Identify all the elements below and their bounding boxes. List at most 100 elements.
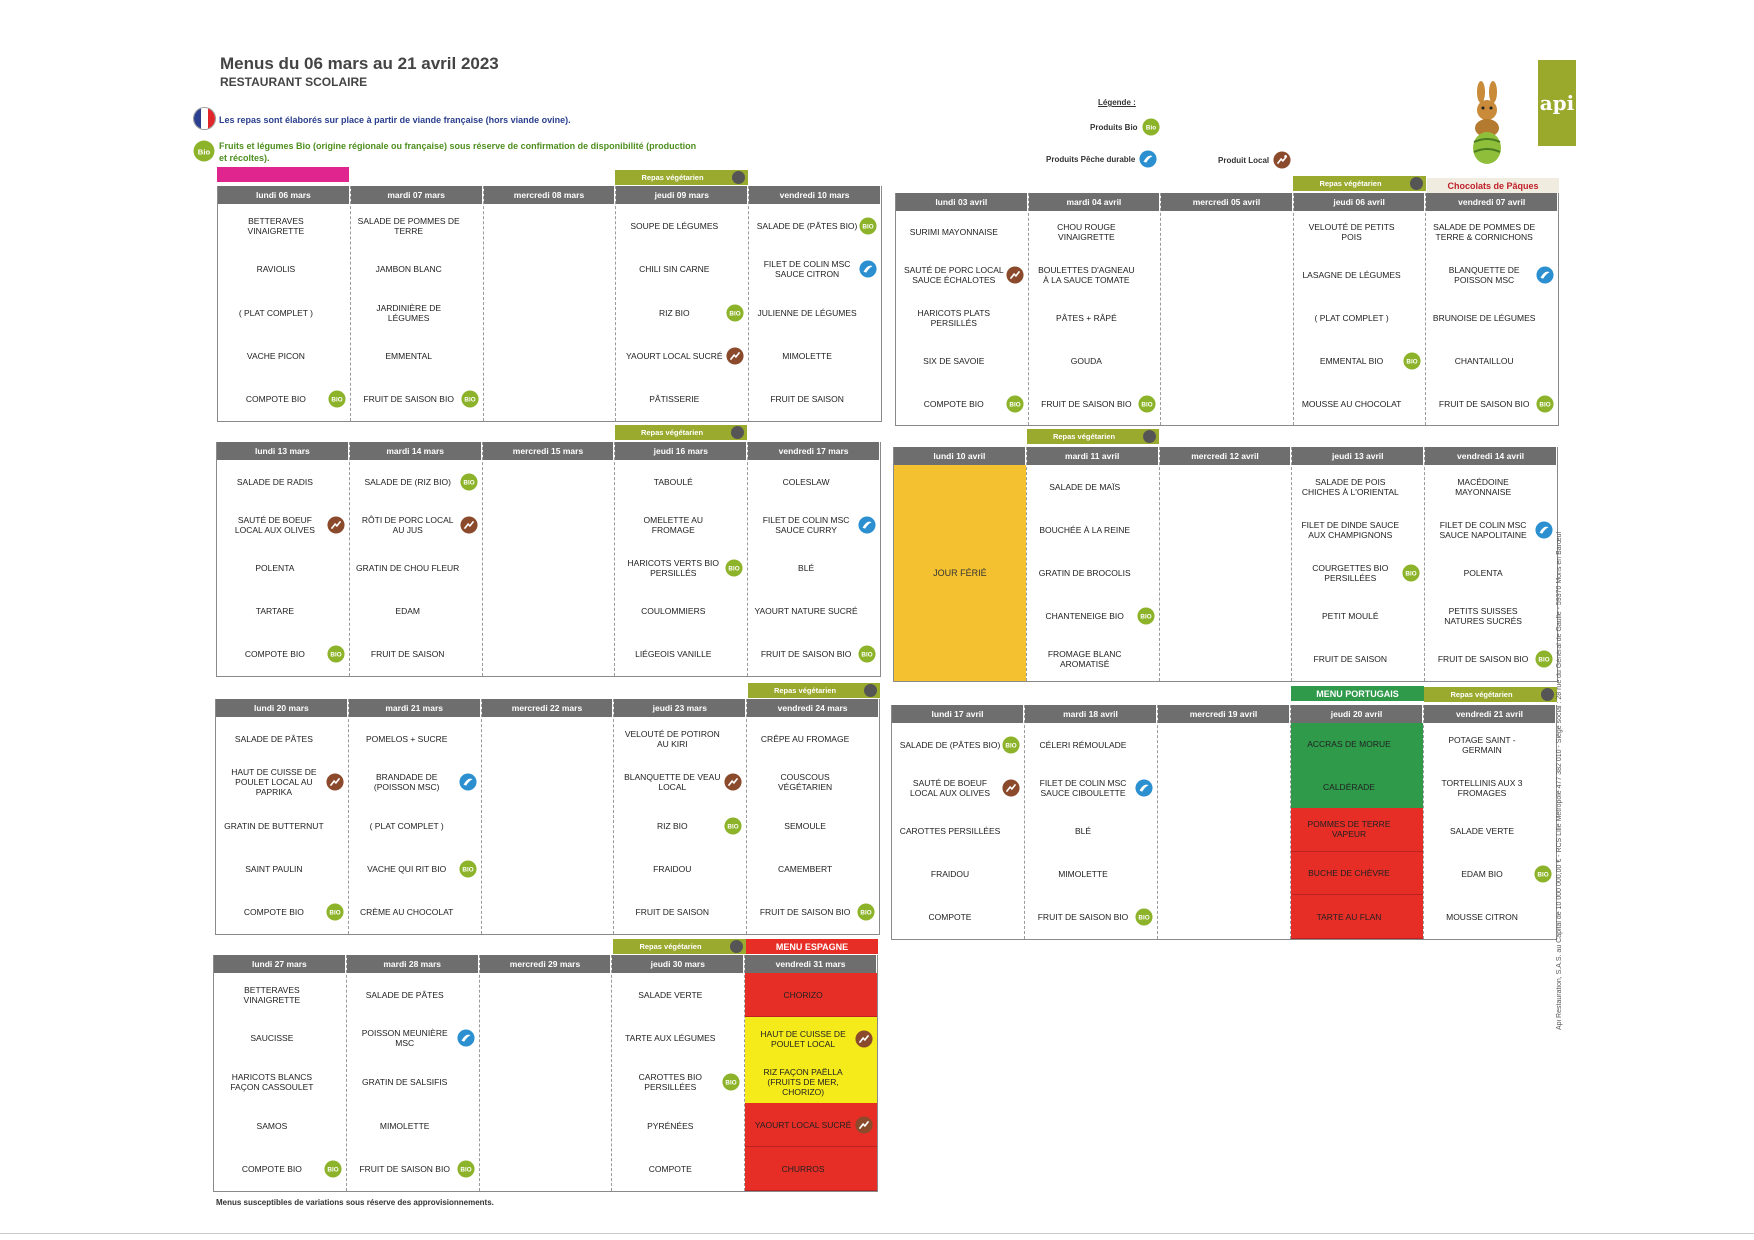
day-column: mercredi 22 mars <box>481 699 615 934</box>
holiday-cell: JOUR FÉRIÉ <box>894 465 1026 681</box>
day-column: mardi 28 mars SALADE DE PÂTES POISSON MEUN… <box>346 955 480 1191</box>
menu-item: FILET DE DINDE SAUCE AUX CHAMPIGNONS <box>1292 508 1424 551</box>
menu-item-label: HARICOTS PLATS PERSILLÉS <box>917 307 991 328</box>
day-menu: JOUR FÉRIÉ <box>894 465 1026 681</box>
menu-item: FRUIT DE SAISON BIO Bio <box>748 633 880 676</box>
bio-icon: Bio <box>459 860 477 878</box>
menu-item-label: CRÊPE AU FROMAGE <box>760 733 850 744</box>
menu-item: CHORIZO <box>745 973 877 1017</box>
menu-item: SAINT PAULIN <box>216 847 348 890</box>
day-menu: COLESLAW FILET DE COLIN MSC SAUCE CURRY BL… <box>748 460 880 676</box>
menu-item-label: GRATIN DE SALSIFIS <box>362 1076 448 1087</box>
menu-item-label: TARTE AU FLAN <box>1316 911 1382 922</box>
menu-item-label: ( PLAT COMPLET ) <box>238 307 313 318</box>
legend-local: Produit Local <box>1218 151 1291 169</box>
svg-text:Bio: Bio <box>1138 915 1149 922</box>
menu-item-label: FRUIT DE SAISON BIO <box>759 907 851 918</box>
menu-item: ( PLAT COMPLET ) <box>1294 297 1426 340</box>
day-menu: POMELOS + SUCRE BRANDADE DE (POISSON MSC)… <box>349 717 481 934</box>
day-menu: CRÊPE AU FROMAGE COUSCOUS VÉGÉTARIEN SEMOU… <box>747 717 879 934</box>
local-icon <box>855 1029 873 1048</box>
menu-item-label: EDAM BIO <box>1461 869 1503 880</box>
menu-item-label: PÂTISSERIE <box>649 394 700 405</box>
menu-item: HARICOTS BLANCS FAÇON CASSOULET <box>214 1060 346 1104</box>
menu-item-label: BUCHE DE CHÈVRE <box>1308 868 1390 879</box>
menu-item-label: FRUIT DE SAISON BIO <box>1437 654 1529 665</box>
menu-item-label: VELOUTÉ DE POTIRON AU KIRI <box>624 728 720 749</box>
filter-icon <box>732 171 745 184</box>
week-grid: lundi 13 mars SALADE DE RADIS SAUTÉ DE BOE… <box>216 442 881 677</box>
menu-item: COUSCOUS VÉGÉTARIEN <box>747 760 879 803</box>
menu-item-label: BLANQUETTE DE POISSON MSC <box>1448 265 1520 286</box>
day-header: vendredi 10 mars <box>749 186 881 204</box>
day-header: mercredi 29 mars <box>479 955 612 973</box>
bio-icon: Bio <box>724 816 742 835</box>
local-icon <box>1273 151 1291 169</box>
week-grid: lundi 03 avril SURIMI MAYONNAISE SAUTÉ DE … <box>895 193 1559 426</box>
bio-icon: Bio <box>1006 395 1024 413</box>
menu-item-label: COMPOTE <box>648 1164 692 1175</box>
menu-item-label: CHOU ROUGE VINAIGRETTE <box>1057 222 1116 243</box>
menu-item-label: POMMES DE TERRE VAPEUR <box>1307 819 1391 840</box>
menu-item-label: EMMENTAL <box>385 350 432 361</box>
day-column: vendredi 24 mars CRÊPE AU FROMAGE COUSCOUS… <box>747 699 879 934</box>
bio-icon: Bio <box>324 1160 342 1178</box>
menu-item: FRUIT DE SAISON <box>1292 638 1424 681</box>
menu-item-label: CHANTENEIGE BIO <box>1045 611 1124 622</box>
menu-item: VACHE QUI RIT BIO Bio <box>349 847 481 890</box>
menu-item-label: CHILI SIN CARNE <box>639 264 710 275</box>
menu-item-label: TORTELLINIS AUX 3 FROMAGES <box>1441 777 1523 798</box>
menu-item-label: FILET DE COLIN MSC SAUCE CITRON <box>763 259 851 280</box>
menu-item: CHOU ROUGE VINAIGRETTE <box>1029 211 1161 254</box>
menu-item: CALDÉRADE <box>1291 765 1423 809</box>
menu-item: SEMOULE <box>747 804 879 847</box>
legend-bio: Produits Bio Bio <box>1090 118 1160 136</box>
label-vegetarien: Repas végétarien <box>1424 687 1557 702</box>
local-icon <box>1002 779 1020 797</box>
day-column: vendredi 17 mars COLESLAW FILET DE COLIN M… <box>748 442 880 676</box>
day-column: jeudi 30 mars SALADE VERTE TARTE AUX LÉGUM… <box>612 955 746 1191</box>
label-vegetarien-text: Repas végétarien <box>773 686 837 695</box>
menu-item: GRATIN DE BUTTERNUT <box>216 804 348 847</box>
menu-item-label: FRUIT DE SAISON BIO <box>359 1164 450 1175</box>
menu-item-label: LIÉGEOIS VANILLE <box>635 649 712 660</box>
day-header: vendredi 17 mars <box>748 442 880 460</box>
menu-item: CHANTAILLOU <box>1426 339 1558 382</box>
menu-item-label: YAOURT NATURE SUCRÉ <box>754 606 858 617</box>
menu-item-label: FRAIDOU <box>653 863 692 874</box>
menu-item: PÂTISSERIE <box>616 378 748 421</box>
bio-icon: Bio <box>1138 395 1156 413</box>
menu-item-label: RÔTI DE PORC LOCAL AU JUS <box>361 514 454 535</box>
menu-item: SALADE DE (PÂTES BIO) Bio <box>749 204 881 247</box>
day-header: mardi 21 mars <box>348 699 481 717</box>
day-column: vendredi 14 avril MACÉDOINE MAYONNAISE FIL… <box>1425 447 1557 681</box>
day-column: jeudi 13 avril SALADE DE POIS CHICHES À L… <box>1292 447 1426 681</box>
day-column: mercredi 19 avril <box>1158 705 1291 939</box>
menu-item: POMMES DE TERRE VAPEUR <box>1291 808 1423 852</box>
menu-item-label: POLENTA <box>1463 568 1503 578</box>
menu-item: COULOMMIERS <box>615 590 747 633</box>
label-vegetarien: Repas végétarien <box>615 425 747 440</box>
menu-item-label: BLANQUETTE DE VEAU LOCAL <box>624 772 721 793</box>
menu-item: BUCHE DE CHÈVRE <box>1291 851 1423 896</box>
menu-item: BETTERAVES VINAIGRETTE <box>214 973 346 1017</box>
menu-item: TABOULÉ <box>615 460 747 503</box>
menu-item: SAMOS <box>214 1104 346 1148</box>
bio-icon: Bio <box>326 903 344 921</box>
day-column: mardi 04 avril CHOU ROUGE VINAIGRETTE BOUL… <box>1028 193 1162 425</box>
menu-item: SAUTÉ DE BOEUF LOCAL AUX OLIVES <box>217 503 349 546</box>
day-column: mardi 11 avril SALADE DE MAÏS BOUCHÉE À LA… <box>1026 447 1160 681</box>
menu-item: ACCRAS DE MORUE <box>1291 723 1423 766</box>
menu-item-label: HARICOTS VERTS BIO PERSILLÉS <box>627 558 720 578</box>
menu-item-label: COULOMMIERS <box>641 606 706 617</box>
menu-item: FRAIDOU <box>892 853 1024 896</box>
day-header: mercredi 22 mars <box>481 699 614 717</box>
day-column: lundi 13 mars SALADE DE RADIS SAUTÉ DE BOE… <box>217 442 350 676</box>
menu-item-label: COMPOTE BIO <box>923 398 984 409</box>
menu-item: EDAM BIO Bio <box>1424 853 1556 896</box>
menu-item: CAMEMBERT <box>747 847 879 890</box>
svg-text:Bio: Bio <box>1140 614 1151 621</box>
menu-item: FILET DE COLIN MSC SAUCE CITRON <box>749 247 881 290</box>
svg-text:Bio: Bio <box>464 397 475 404</box>
menu-item: LIÉGEOIS VANILLE <box>615 633 747 676</box>
